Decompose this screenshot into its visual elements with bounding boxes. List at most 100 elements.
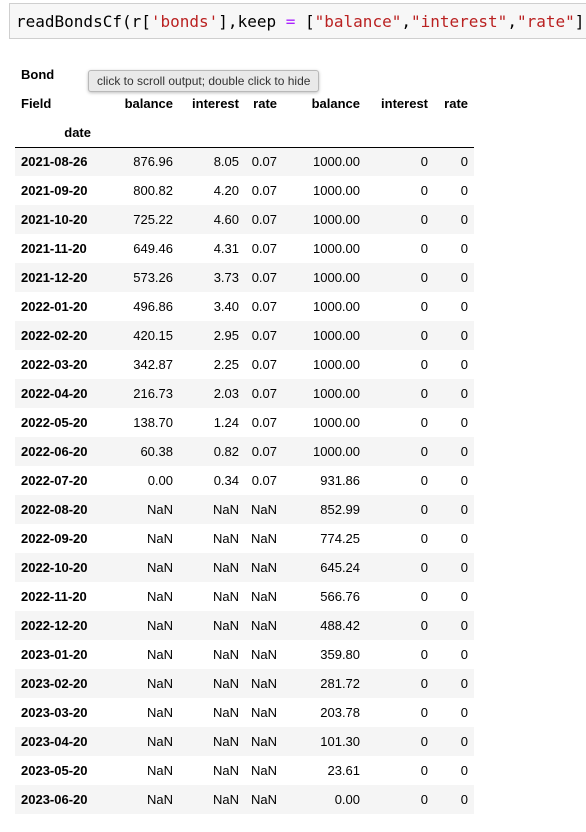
code-cell[interactable]: readBondsCf(r['bonds'],keep = ["balance"… <box>9 3 586 39</box>
table-cell: NaN <box>251 502 278 517</box>
table-cell: 0 <box>460 705 469 720</box>
table-cell: 1000.00 <box>313 183 361 198</box>
table-cell: NaN <box>251 676 278 691</box>
table-row: 2022-08-20 NaN NaN NaN 852.99 0 0 <box>15 495 475 524</box>
table-cell: NaN <box>251 705 278 720</box>
row-index-date: 2022-09-20 <box>21 531 88 546</box>
table-cell: 3.73 <box>213 270 239 285</box>
table-cell: 0 <box>420 705 429 720</box>
table-cell: 0 <box>460 618 469 633</box>
table-cell: NaN <box>212 618 239 633</box>
table-cell: NaN <box>251 531 278 546</box>
column-header-balance: balance <box>311 96 361 111</box>
table-cell: 2.95 <box>213 328 239 343</box>
code-token: readBondsCf(r[ <box>16 12 151 31</box>
table-cell: 2.03 <box>213 386 239 401</box>
table-cell: NaN <box>212 560 239 575</box>
table-cell: 2.25 <box>213 357 239 372</box>
table-cell: 0 <box>420 763 429 778</box>
code-token: [ <box>295 12 315 31</box>
table-cell: 0 <box>460 299 469 314</box>
table-cell: 0.07 <box>251 183 278 198</box>
table-cell: 138.70 <box>133 415 173 430</box>
table-cell: 0.00 <box>334 792 361 807</box>
table-cell: 0 <box>460 212 469 227</box>
table-cell: 0 <box>460 502 469 517</box>
code-input[interactable]: readBondsCf(r['bonds'],keep = ["balance"… <box>16 12 586 32</box>
table-cell: 1000.00 <box>313 328 361 343</box>
table-cell: 0.07 <box>251 212 278 227</box>
code-token: ]) <box>574 12 586 31</box>
table-cell: NaN <box>251 560 278 575</box>
table-cell: 0 <box>420 647 429 662</box>
table-row: 2022-11-20 NaN NaN NaN 566.76 0 0 <box>15 582 474 611</box>
table-cell: 774.25 <box>320 531 361 546</box>
table-cell: 725.22 <box>133 212 173 227</box>
table-cell: NaN <box>251 792 278 807</box>
table-cell: 1000.00 <box>313 357 361 372</box>
table-cell: 0 <box>420 299 429 314</box>
table-row: 2023-03-20 NaN NaN NaN 203.78 0 0 <box>15 698 474 727</box>
table-cell: 0 <box>420 792 429 807</box>
table-cell: 0.07 <box>251 444 278 459</box>
column-header-interest: interest <box>381 96 429 111</box>
table-cell: 0 <box>460 473 469 488</box>
table-cell: NaN <box>212 676 239 691</box>
table-cell: NaN <box>212 531 239 546</box>
row-index-date: 2021-12-20 <box>21 270 88 285</box>
table-cell: 0.82 <box>213 444 239 459</box>
row-index-date: 2022-02-20 <box>21 328 88 343</box>
table-row: 2021-12-20 573.26 3.73 0.07 1000.00 0 0 <box>15 263 475 292</box>
row-index-date: 2022-07-20 <box>21 473 88 488</box>
table-cell: 0 <box>420 241 429 256</box>
table-cell: 0.07 <box>251 154 278 170</box>
table-cell: 496.86 <box>133 299 173 314</box>
index-name-row: date <box>15 118 475 148</box>
table-cell: NaN <box>251 763 278 778</box>
table-cell: 0 <box>460 386 469 401</box>
row-index-date: 2023-04-20 <box>21 734 88 749</box>
row-index-date: 2022-08-20 <box>21 502 88 517</box>
output-area[interactable]: Bond Field balance interest rate balance… <box>15 60 575 814</box>
table-cell: 0 <box>460 415 469 430</box>
row-index-date: 2023-02-20 <box>21 676 88 691</box>
table-cell: 0.07 <box>251 241 278 256</box>
column-header-interest: interest <box>192 96 239 111</box>
table-row: 2021-08-26 876.96 8.05 0.07 1000.00 0 0 <box>15 147 475 176</box>
table-cell: NaN <box>146 589 173 604</box>
table-row: 2023-01-20 NaN NaN NaN 359.80 0 0 <box>15 640 474 669</box>
bond-header-label: Bond <box>21 67 55 82</box>
table-cell: 931.86 <box>320 473 361 488</box>
table-cell: 216.73 <box>133 386 173 401</box>
table-cell: 3.40 <box>213 299 239 314</box>
table-cell: 0.07 <box>251 415 278 430</box>
table-cell: 0.07 <box>251 357 278 372</box>
table-cell: 1000.00 <box>313 241 361 256</box>
table-cell: 876.96 <box>133 154 173 170</box>
table-cell: 101.30 <box>320 734 361 749</box>
table-row: 2021-10-20 725.22 4.60 0.07 1000.00 0 0 <box>15 205 475 234</box>
row-index-date: 2021-09-20 <box>21 183 88 198</box>
code-token: "interest" <box>410 12 508 31</box>
table-row: 2023-02-20 NaN NaN NaN 281.72 0 0 <box>15 669 475 698</box>
code-token: = <box>285 12 296 31</box>
table-row: 2021-11-20 649.46 4.31 0.07 1000.00 0 0 <box>15 234 474 263</box>
table-body: 2021-08-26 876.96 8.05 0.07 1000.00 0 0 2021-09… <box>15 147 475 814</box>
table-cell: 0.07 <box>251 299 278 314</box>
table-cell: 8.05 <box>213 154 239 170</box>
table-cell: 0 <box>460 734 469 749</box>
table-cell: 1000.00 <box>313 415 361 430</box>
table-cell: 852.99 <box>320 502 361 517</box>
table-cell: NaN <box>146 560 173 575</box>
table-cell: 203.78 <box>320 705 361 720</box>
row-index-date: 2022-11-20 <box>21 589 87 604</box>
table-cell: 23.61 <box>327 763 361 778</box>
table-row: 2022-03-20 342.87 2.25 0.07 1000.00 0 0 <box>15 350 474 379</box>
table-cell: 0 <box>460 444 469 459</box>
table-cell: NaN <box>212 792 239 807</box>
table-cell: 1000.00 <box>313 444 361 459</box>
table-row: 2022-05-20 138.70 1.24 0.07 1000.00 0 0 <box>15 408 474 437</box>
bond-header-cell <box>366 60 434 89</box>
table-cell: NaN <box>146 618 173 633</box>
table-cell: NaN <box>212 647 239 662</box>
